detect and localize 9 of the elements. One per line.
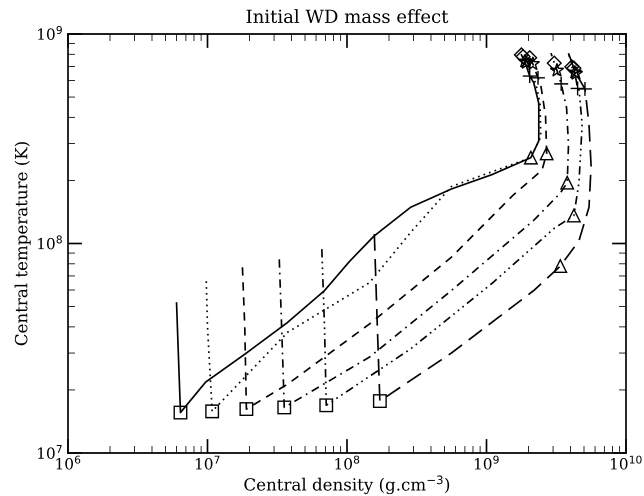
x-axis-title: Central density (g.cm$^{−3}$)	[244, 475, 450, 494]
x-tick-label: 10$^{8}$	[335, 456, 360, 470]
y-tick-label: 10$^{8}$	[38, 235, 62, 250]
x-tick-label: 10$^{9}$	[474, 456, 499, 470]
y-tick-label: 10$^{9}$	[38, 26, 62, 40]
y-axis-title: Central temperature (K)	[14, 142, 31, 346]
chart-title: Initial WD mass effect	[246, 9, 448, 24]
x-tick-label: 10$^{10}$	[610, 456, 642, 470]
x-tick-label: 10$^{7}$	[196, 456, 220, 470]
